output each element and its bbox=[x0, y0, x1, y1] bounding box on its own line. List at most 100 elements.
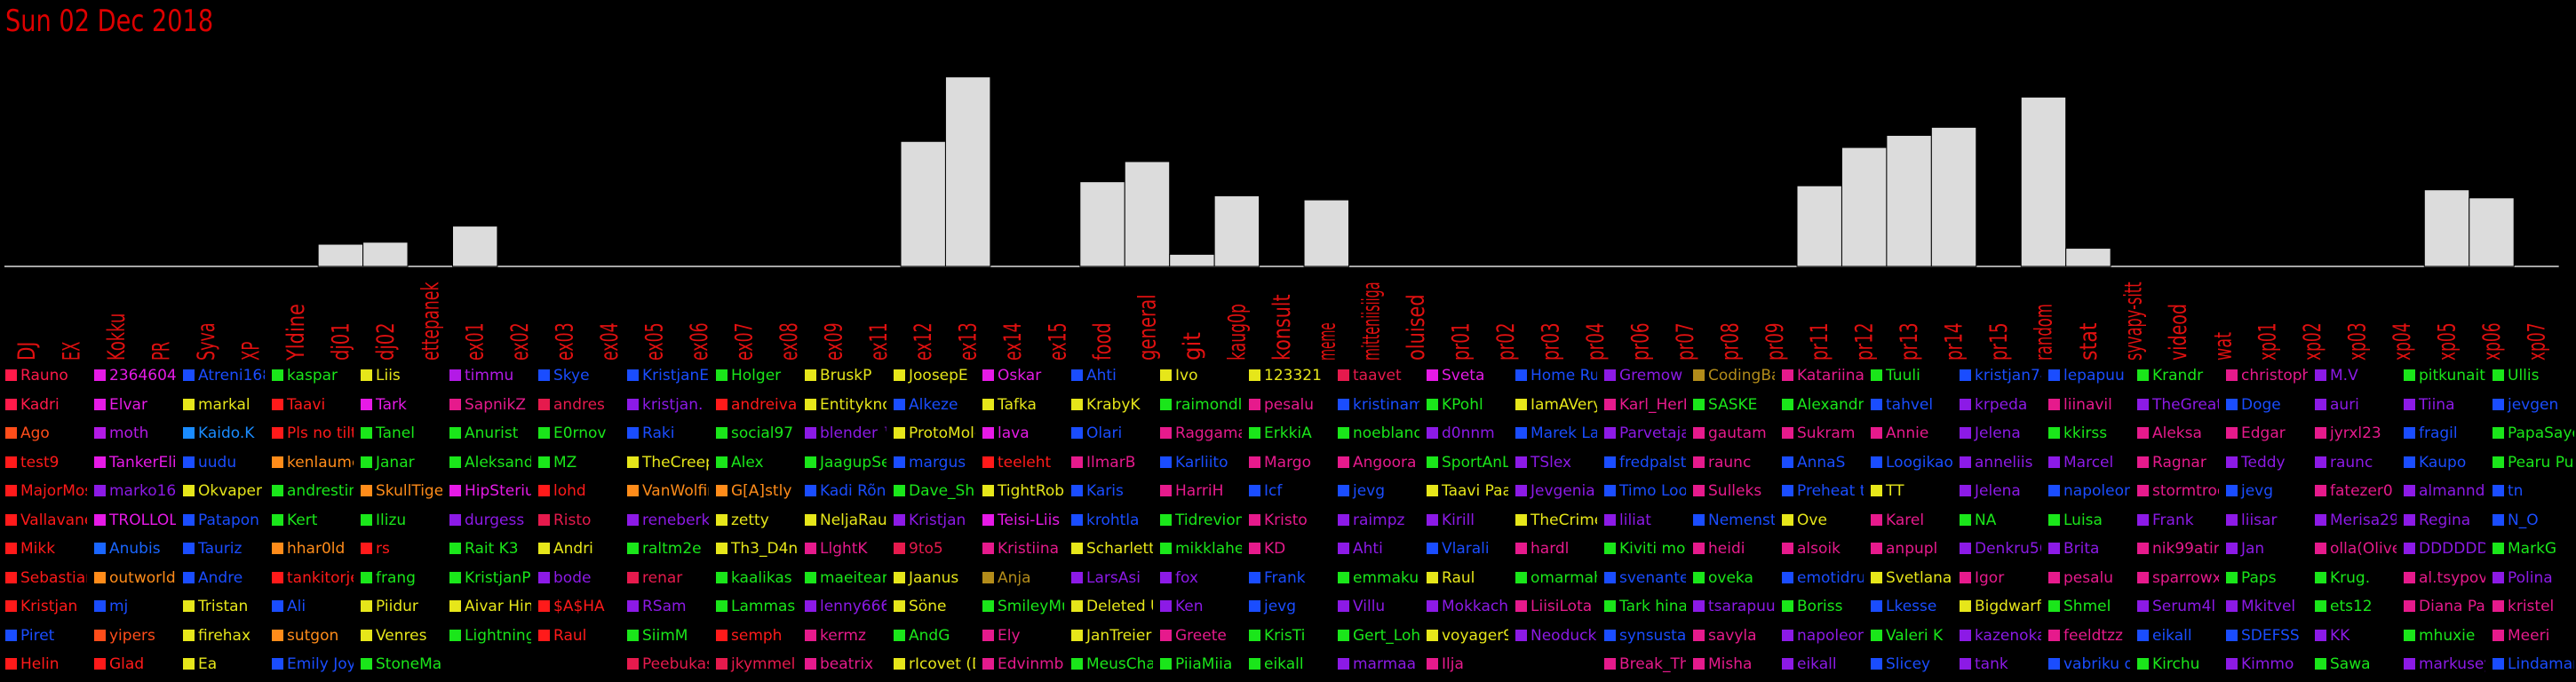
legend-label: Break_The bbox=[1619, 655, 1686, 673]
legend-item: Risto bbox=[538, 512, 620, 529]
legend-swatch bbox=[1693, 398, 1705, 410]
legend-swatch bbox=[1160, 369, 1172, 381]
legend-swatch bbox=[716, 456, 727, 468]
legend-label: BruskP bbox=[820, 367, 872, 385]
legend-item: Regina bbox=[2404, 512, 2485, 529]
legend-label: emmakupi bbox=[1353, 568, 1419, 587]
legend-label: andrestim bbox=[287, 482, 354, 500]
legend-item: SmileyMux bbox=[982, 598, 1064, 615]
legend-item: Neoduck bbox=[1515, 627, 1597, 645]
legend-item: rs bbox=[361, 540, 442, 558]
legend-item: Tafka bbox=[982, 396, 1064, 414]
legend-label: outworld bbox=[109, 568, 176, 587]
legend-label: Ea bbox=[198, 655, 218, 673]
legend-label: marmaa bbox=[1353, 655, 1417, 673]
legend-item: fox bbox=[1160, 569, 1242, 587]
legend-label: Ahti bbox=[1086, 367, 1117, 385]
legend-label: NeljaRaudi bbox=[820, 511, 886, 529]
legend-item: TheGreatL bbox=[2137, 396, 2219, 414]
legend-label: SapnikZ bbox=[465, 395, 526, 414]
legend-label: kazenokaz bbox=[1975, 626, 2041, 645]
legend-label: lepapuu bbox=[2063, 367, 2125, 385]
legend-swatch bbox=[2226, 658, 2238, 670]
legend-swatch bbox=[272, 571, 283, 583]
legend-swatch bbox=[449, 398, 461, 410]
legend-label: Entityknow bbox=[820, 395, 886, 414]
legend-swatch bbox=[1960, 543, 1971, 554]
legend-swatch bbox=[805, 485, 816, 496]
legend-label: Deleted Us bbox=[1086, 598, 1153, 615]
legend-swatch bbox=[1071, 543, 1083, 554]
legend-swatch bbox=[2137, 485, 2149, 496]
legend-swatch bbox=[538, 398, 550, 410]
legend-item: jevg bbox=[2226, 482, 2308, 500]
legend-item: Frank bbox=[2137, 512, 2219, 529]
legend-swatch bbox=[627, 600, 639, 612]
legend-label: Raki bbox=[642, 424, 675, 442]
legend-swatch bbox=[1871, 571, 1882, 583]
legend-label: Vlarali bbox=[1442, 540, 1490, 558]
legend-label: Icf bbox=[1264, 482, 1283, 500]
legend-label: Taavi bbox=[287, 395, 326, 414]
legend-item: Tark bbox=[361, 396, 442, 414]
tick-label-DJ: DJ bbox=[12, 342, 41, 361]
legend-swatch bbox=[1871, 513, 1882, 526]
legend-label: Kadri bbox=[20, 395, 60, 414]
legend-item: auri bbox=[2315, 396, 2397, 414]
legend-swatch bbox=[449, 629, 461, 641]
legend-label: 9to5 bbox=[909, 540, 943, 558]
legend-label: Bigdwarf bbox=[1975, 598, 2041, 615]
tick-label-xp06: xp06 bbox=[2477, 322, 2506, 361]
legend-swatch bbox=[1871, 600, 1882, 612]
legend-item: Andre bbox=[183, 569, 265, 587]
legend-swatch bbox=[894, 571, 905, 583]
tick-label-Kokku: Kokku bbox=[102, 313, 131, 361]
legend-label: mj bbox=[109, 598, 129, 615]
legend-label: Kristo bbox=[1264, 511, 1308, 529]
legend-swatch bbox=[627, 398, 639, 410]
legend-label: kristjan. bbox=[642, 395, 704, 414]
legend-swatch bbox=[5, 543, 17, 554]
legend-label: Kristjan bbox=[909, 511, 966, 529]
legend-label: Kirchu bbox=[2152, 655, 2200, 673]
legend-swatch bbox=[183, 571, 195, 583]
legend-swatch bbox=[805, 629, 816, 641]
legend-item: Tuuli bbox=[1871, 367, 1952, 385]
legend-item: pitkunait bbox=[2404, 367, 2485, 385]
legend-label: Kaupo bbox=[2419, 453, 2467, 472]
legend-label: liisar bbox=[2241, 511, 2278, 529]
legend-label: Sulleks bbox=[1708, 482, 1762, 500]
legend-label: Ilizu bbox=[376, 511, 407, 529]
legend-label: Paps bbox=[2241, 568, 2277, 587]
legend-label: Ove bbox=[1797, 511, 1827, 529]
legend-swatch bbox=[1249, 398, 1260, 410]
legend-label: rIcovet (D bbox=[909, 655, 975, 673]
bar-stat bbox=[2065, 248, 2111, 267]
legend-item: Raggamas bbox=[1160, 424, 1242, 442]
legend-label: kristinamt bbox=[1353, 395, 1419, 414]
legend-label: fredpalst bbox=[1619, 453, 1686, 472]
legend-item: Okvaper bbox=[183, 482, 265, 500]
legend-item: raltm2e bbox=[627, 540, 709, 558]
legend-item: SportAnLif bbox=[1427, 454, 1508, 472]
legend-swatch bbox=[538, 513, 550, 526]
legend-item: timmu bbox=[449, 367, 531, 385]
legend-swatch bbox=[1160, 629, 1172, 641]
legend-label: eikall bbox=[1797, 655, 1837, 673]
legend-swatch bbox=[2315, 427, 2326, 439]
legend-label: Aleksande bbox=[465, 453, 531, 472]
legend-label: E0rnov bbox=[553, 424, 607, 442]
legend-item: Tanel bbox=[361, 424, 442, 442]
legend-swatch bbox=[805, 369, 816, 381]
legend-item: hhar0ld bbox=[272, 540, 354, 558]
legend-item: MarkG bbox=[2493, 540, 2574, 558]
legend-item: Kert bbox=[272, 512, 354, 529]
legend-item: Entityknow bbox=[805, 396, 886, 414]
legend-label: 2364604C bbox=[109, 367, 176, 385]
legend-label: zetty bbox=[731, 511, 769, 529]
legend-item: rIcovet (D bbox=[894, 655, 975, 673]
legend-item: Krug. bbox=[2315, 569, 2397, 587]
legend-label: TightRobot bbox=[998, 482, 1064, 500]
legend-label: Denkru56 bbox=[1975, 540, 2041, 558]
legend-swatch bbox=[2315, 485, 2326, 496]
